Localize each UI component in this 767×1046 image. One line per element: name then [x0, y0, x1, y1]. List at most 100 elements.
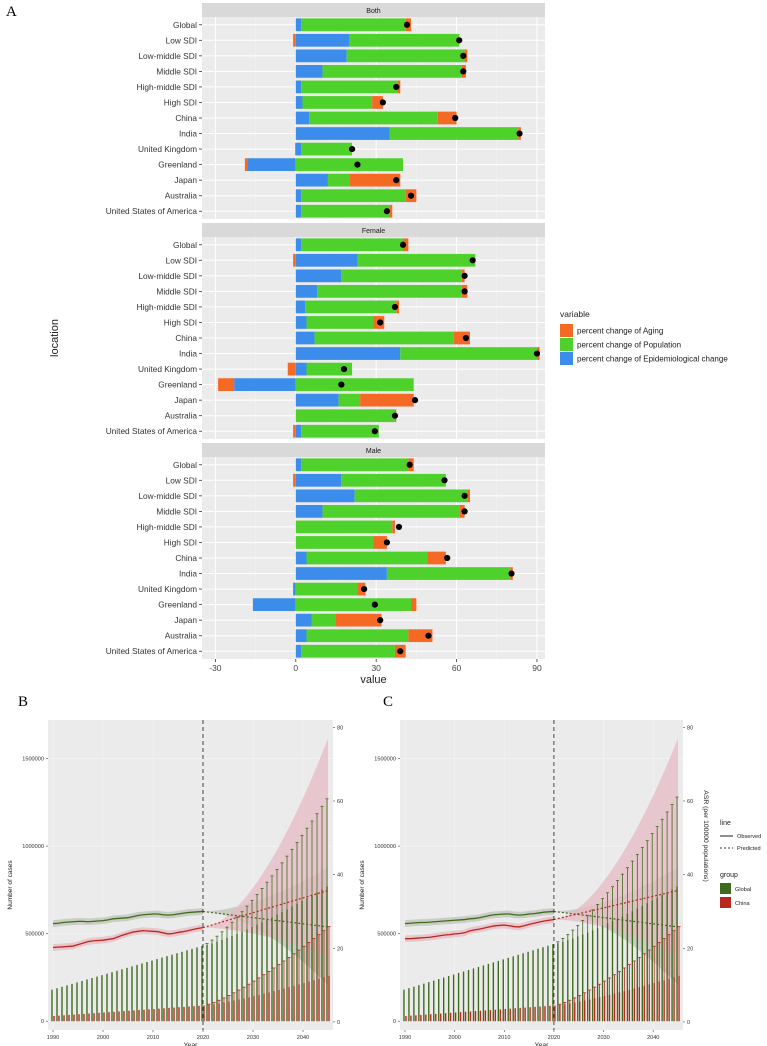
legend-predicted-label: Predicted — [737, 846, 761, 852]
bar-china-2040 — [653, 982, 655, 1022]
bar-population-high-sdi — [306, 316, 374, 329]
bar-global-2009 — [497, 960, 499, 1022]
bar-china-2005 — [128, 1010, 130, 1022]
bar-china-1996 — [83, 1013, 85, 1022]
bar-china-2018 — [544, 1006, 546, 1022]
bar-global-2045 — [676, 886, 678, 1022]
bar-global-2033 — [616, 918, 619, 1022]
facet-strip-label: Female — [362, 228, 385, 235]
bar-global-2016 — [532, 950, 534, 1022]
y-tick-label: Japan — [174, 615, 197, 625]
bar-population-australia — [295, 409, 395, 423]
y2-tick-label: 20 — [337, 946, 343, 952]
bar-global-2025 — [577, 936, 579, 1022]
bar-global-2031 — [606, 923, 609, 1022]
bar-global-2009 — [146, 961, 148, 1022]
y-tick-label: Global — [173, 460, 197, 470]
bar-china-2009 — [148, 1009, 150, 1022]
y-tick-label: Low-middle SDI — [138, 271, 197, 281]
bar-population-low-sdi — [341, 473, 446, 487]
bar-china-2019 — [549, 1005, 551, 1022]
x-tick-label: 1990 — [399, 1035, 411, 1041]
bar-global-2006 — [482, 965, 485, 1022]
bar-china-2038 — [643, 985, 645, 1022]
bar-china-2013 — [519, 1007, 521, 1022]
facet-male: Male Global Low SDI Low-middle SDI Middle SD… — [106, 443, 545, 659]
y2-tick-label: 0 — [687, 1020, 690, 1026]
bar-global-1991 — [56, 988, 58, 1022]
y-axis-title: Number of cases — [7, 860, 14, 910]
x-tick-label: 2040 — [297, 1035, 309, 1041]
asr-global-predicted-line — [202, 910, 329, 928]
bar-china-2034 — [623, 991, 626, 1022]
bar-epi-china — [295, 331, 315, 345]
total-dot-australia — [391, 412, 399, 419]
bar-china-2008 — [143, 1009, 145, 1022]
bar-aging-japan — [349, 173, 401, 187]
bar-aging-low-sdi — [293, 473, 296, 487]
asr-global-observed-line — [404, 910, 554, 925]
bar-china-2016 — [534, 1006, 536, 1022]
total-dot-low-sdi — [441, 477, 448, 484]
bar-global-1999 — [96, 976, 98, 1022]
bar-global-2016 — [181, 951, 183, 1022]
bar-china-2008 — [494, 1009, 497, 1022]
bar-epi-global — [295, 238, 302, 252]
bar-global-2007 — [136, 964, 138, 1022]
bar-china-2044 — [323, 977, 325, 1022]
y-tick-label: Greenland — [158, 160, 197, 170]
y2-tick-label: 0 — [337, 1020, 340, 1026]
total-dot-high-middle-sdi — [395, 523, 403, 531]
x-tick-label: 2030 — [597, 1035, 609, 1041]
bar-china-2000 — [454, 1012, 457, 1022]
y-tick-label: China — [175, 333, 197, 343]
bar-global-1996 — [81, 980, 83, 1022]
bar-global-2021 — [206, 944, 208, 1022]
bar-china-1992 — [63, 1015, 65, 1022]
total-dot-india — [516, 130, 523, 137]
china-observed-band — [53, 924, 203, 951]
bar-global-2012 — [161, 957, 163, 1022]
bar-global-2032 — [261, 922, 263, 1022]
total-dot-low-middle-sdi — [461, 492, 468, 499]
bar-china-2010 — [153, 1008, 155, 1022]
bar-epi-china — [295, 111, 310, 125]
bar-china-2040 — [303, 982, 305, 1022]
bar-china-1991 — [410, 1015, 412, 1022]
panel-label-b: B — [18, 694, 28, 710]
y-tick-label: United Kingdom — [138, 144, 197, 154]
bar-china-1999 — [98, 1012, 100, 1022]
bar-china-2000 — [103, 1012, 105, 1022]
panel-a-decomposition-chart: Both Global Low SDI Low-middle SDI Middle SD… — [49, 3, 728, 686]
bar-population-middle-sdi — [322, 505, 460, 518]
bar-population-high-sdi — [302, 96, 373, 109]
total-dot-low-sdi — [456, 37, 463, 44]
y-tick-label: Global — [173, 240, 197, 250]
bar-epi-australia — [295, 629, 307, 643]
bar-china-2042 — [313, 980, 315, 1022]
bar-china-2011 — [158, 1008, 160, 1022]
bar-global-2003 — [116, 970, 118, 1022]
bar-china-2002 — [113, 1011, 115, 1022]
bar-china-2020 — [554, 1005, 556, 1022]
asr-global-predicted-line — [553, 910, 679, 928]
bar-global-2028 — [241, 931, 243, 1022]
bar-china-1996 — [435, 1013, 437, 1022]
x-axis-title: Year — [184, 1042, 198, 1046]
bar-aging-high-sdi — [373, 536, 387, 549]
y-tick-label: 0 — [393, 1019, 396, 1025]
bar-population-greenland — [295, 378, 414, 391]
bar-aging-low-sdi — [293, 253, 296, 267]
bar-china-2024 — [574, 1002, 576, 1022]
bar-china-2011 — [509, 1008, 511, 1022]
bar-global-2040 — [651, 900, 653, 1022]
bar-global-2024 — [221, 939, 223, 1022]
bar-china-2017 — [539, 1006, 541, 1022]
bar-global-2013 — [166, 956, 168, 1022]
bar-global-2018 — [191, 948, 193, 1022]
bar-global-2030 — [251, 926, 253, 1022]
bar-population-china — [314, 331, 454, 345]
bar-population-high-middle-sdi — [305, 300, 397, 314]
bar-china-2039 — [298, 984, 300, 1022]
